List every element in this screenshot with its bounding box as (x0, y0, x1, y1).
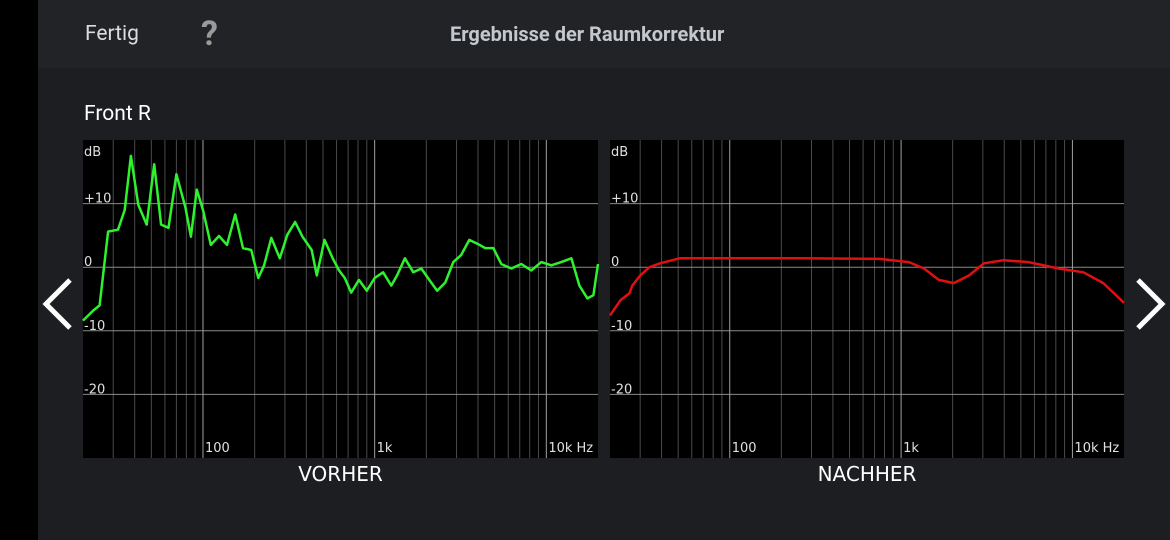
done-button[interactable]: Fertig (85, 22, 139, 46)
x-tick-label: 100 (732, 441, 757, 456)
response-line (608, 257, 1125, 317)
channel-label: Front R (84, 102, 151, 126)
top-bar (38, 0, 1170, 68)
y-axis-label: dB (611, 145, 628, 160)
y-tick-label: -10 (84, 319, 105, 334)
y-tick-label: 0 (611, 255, 619, 270)
prev-button[interactable] (42, 278, 72, 330)
y-tick-label: -20 (84, 382, 105, 397)
x-tick-label: 10k Hz (1074, 441, 1119, 456)
plot-area (83, 140, 598, 458)
screen-title: Ergebnisse der Raumkorrektur (450, 22, 725, 46)
next-button[interactable] (1136, 278, 1166, 330)
response-line (82, 154, 600, 322)
y-tick-label: 0 (84, 255, 92, 270)
y-axis-label: dB (84, 145, 101, 160)
help-button[interactable]: ? (201, 14, 218, 54)
chart-title: NACHHER (818, 462, 917, 486)
y-tick-label: +10 (611, 192, 638, 207)
x-tick-label: 10k Hz (548, 441, 593, 456)
y-tick-label: -20 (611, 382, 632, 397)
x-tick-label: 1k (377, 441, 393, 456)
x-tick-label: 1k (903, 441, 919, 456)
x-tick-label: 100 (205, 441, 230, 456)
y-tick-label: -10 (611, 319, 632, 334)
y-tick-label: +10 (84, 192, 111, 207)
plot-area (610, 140, 1124, 458)
chart-title: VORHER (298, 462, 383, 486)
